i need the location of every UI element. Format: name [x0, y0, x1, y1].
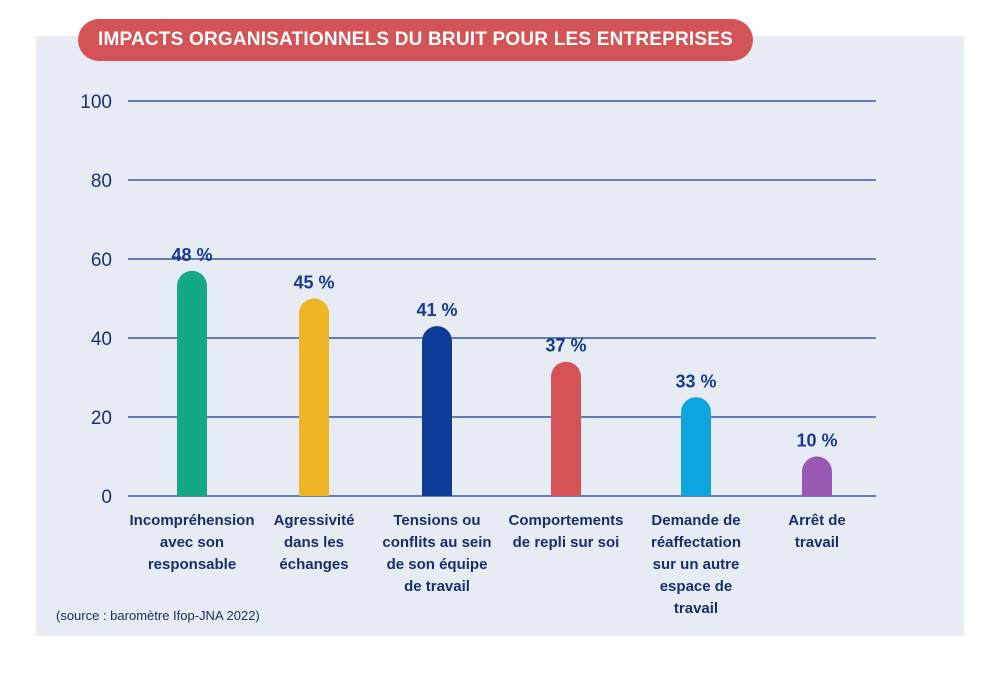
category-label-6: Arrêt de travail [788, 512, 846, 551]
bar-1 [177, 270, 207, 496]
bar-4 [551, 361, 581, 496]
source-note: (source : baromètre Ifop-JNA 2022) [56, 608, 260, 623]
chart-title: IMPACTS ORGANISATIONNELS DU BRUIT POUR L… [78, 19, 754, 61]
y-tick-label-40: 40 [91, 329, 112, 350]
y-tick-label-100: 100 [80, 92, 112, 113]
value-label-3: 41 % [416, 300, 457, 320]
value-label-2: 45 % [293, 273, 334, 293]
value-label-1: 48 % [171, 245, 212, 265]
bar-3 [422, 326, 452, 496]
category-label-2: Agressivité dans les échanges [274, 512, 355, 573]
value-label-5: 33 % [675, 371, 716, 391]
value-label-4: 37 % [545, 336, 586, 356]
category-label-4: Comportements de repli sur soi [508, 512, 623, 551]
bar-5 [681, 397, 711, 496]
y-tick-label-0: 0 [101, 487, 112, 508]
value-label-6: 10 % [796, 431, 837, 451]
bar-2 [299, 298, 329, 496]
bar-6 [802, 456, 832, 496]
y-tick-label-80: 80 [91, 171, 112, 192]
category-label-1: Incompréhension avec son responsable [129, 512, 254, 573]
y-tick-label-60: 60 [91, 250, 112, 271]
y-tick-label-20: 20 [91, 408, 112, 429]
category-label-3: Tensions ou conflits au sein de son équipe… [382, 512, 491, 595]
category-label-5: Demande de réaffectation sur un autre espac… [651, 512, 741, 617]
